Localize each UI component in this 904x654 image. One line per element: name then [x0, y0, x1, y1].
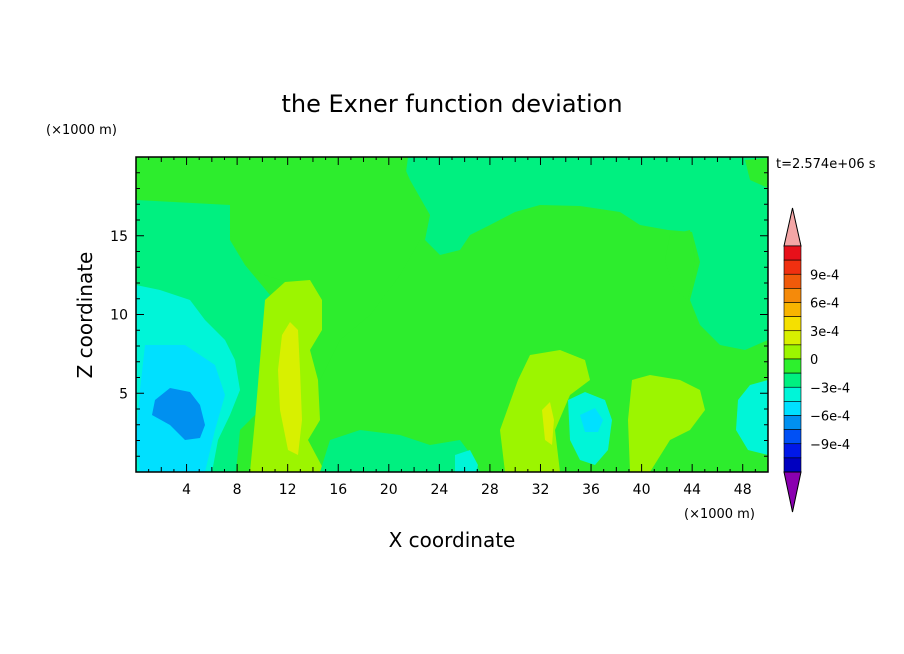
- colorbar-swatch: [783, 443, 802, 459]
- colorbar-swatch: [783, 316, 802, 332]
- colorbar-swatch: [783, 401, 802, 416]
- contour-green-tongue-left: [136, 157, 430, 380]
- colorbar-swatch: [783, 302, 802, 317]
- x-tick-label: 48: [734, 482, 752, 498]
- contour-center-yellow: [542, 402, 554, 445]
- x-tick-label: 12: [279, 482, 297, 498]
- y-tick-label: 10: [110, 308, 128, 324]
- colorbar-label: −3e-4: [810, 381, 850, 396]
- colorbar-swatch: [783, 259, 802, 275]
- contour-right-yellowgreen: [628, 375, 705, 472]
- contour-upper-right-blob: [745, 158, 768, 188]
- x-tick-label: 16: [329, 482, 347, 498]
- chart-title: the Exner function deviation: [281, 90, 622, 118]
- x-tick-label: 32: [532, 482, 550, 498]
- colorbar-swatch: [783, 358, 802, 374]
- colorbar-swatch: [783, 344, 802, 360]
- x-tick-label: 20: [380, 482, 398, 498]
- x-tick-label: 36: [582, 482, 600, 498]
- colorbar-label: 3e-4: [810, 325, 839, 340]
- x-tick-label: 40: [633, 482, 651, 498]
- colorbar-swatch: [783, 457, 802, 473]
- colorbar: 9e-4 6e-4 3e-4 0 −3e-4 −6e-4 −9e-4: [783, 207, 850, 513]
- x-axis-ticks: 4 8 12 16 20 24 28 32 36 40 44 48: [148, 157, 756, 498]
- x-unit-label: (×1000 m): [684, 507, 755, 522]
- contour-bottom-cyan: [320, 430, 480, 472]
- colorbar-swatch: [783, 372, 802, 388]
- y-tick-label: 5: [119, 386, 128, 402]
- colorbar-label: 6e-4: [810, 297, 839, 312]
- colorbar-max-arrow: [783, 207, 802, 247]
- x-tick-label: 28: [481, 482, 499, 498]
- colorbar-label: 0: [810, 353, 818, 368]
- x-tick-label: 4: [182, 482, 191, 498]
- x-tick-label: 8: [233, 482, 242, 498]
- colorbar-swatch: [783, 288, 802, 303]
- x-tick-label: 24: [430, 482, 448, 498]
- contour-center-left-yellow: [278, 322, 302, 455]
- colorbar-swatch: [783, 273, 802, 289]
- colorbar-swatch: [783, 429, 802, 445]
- contour-right-cyan: [736, 380, 768, 455]
- colorbar-swatch: [783, 330, 802, 346]
- contour-upper-cyan: [136, 157, 768, 350]
- colorbar-label: −9e-4: [810, 438, 850, 453]
- contour-mid-aqua: [580, 408, 603, 432]
- colorbar-label: −6e-4: [810, 410, 850, 425]
- colorbar-min-arrow: [783, 471, 802, 513]
- contour-right-patch: [665, 230, 695, 300]
- contour-bottom-small: [455, 450, 478, 472]
- z-unit-label: (×1000 m): [46, 123, 117, 138]
- y-axis-ticks: 5 10 15: [110, 172, 768, 457]
- colorbar-label: 9e-4: [810, 268, 839, 283]
- y-axis-label: Z coordinate: [73, 252, 97, 379]
- y-tick-label: 15: [110, 229, 128, 245]
- contour-field: [136, 157, 768, 472]
- contour-left-blue: [152, 388, 205, 440]
- x-tick-label: 44: [683, 482, 701, 498]
- time-label: t=2.574e+06 s: [776, 157, 876, 172]
- colorbar-swatch: [783, 386, 802, 402]
- colorbar-swatch: [783, 415, 802, 430]
- colorbar-swatch: [783, 245, 802, 261]
- x-axis-label: X coordinate: [389, 528, 516, 552]
